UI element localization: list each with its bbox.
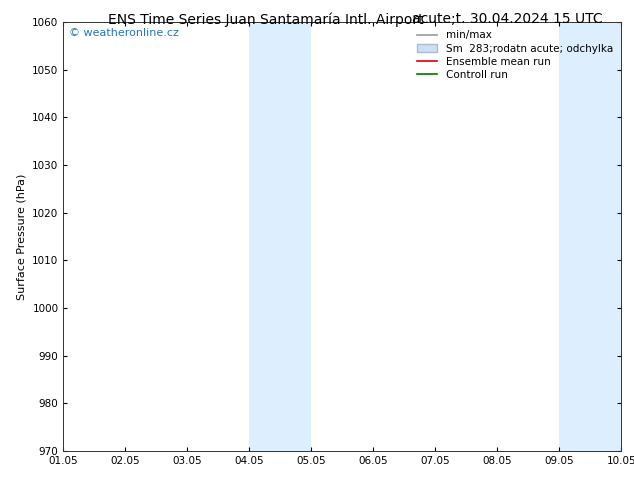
Bar bbox=[559, 22, 621, 451]
Text: ENS Time Series Juan Santamaría Intl. Airport: ENS Time Series Juan Santamaría Intl. Ai… bbox=[108, 12, 424, 27]
Text: acute;t. 30.04.2024 15 UTC: acute;t. 30.04.2024 15 UTC bbox=[412, 12, 602, 26]
Y-axis label: Surface Pressure (hPa): Surface Pressure (hPa) bbox=[16, 173, 27, 299]
Text: © weatheronline.cz: © weatheronline.cz bbox=[69, 28, 179, 39]
Bar bbox=[249, 22, 311, 451]
Legend: min/max, Sm  283;rodatn acute; odchylka, Ensemble mean run, Controll run: min/max, Sm 283;rodatn acute; odchylka, … bbox=[413, 27, 616, 83]
